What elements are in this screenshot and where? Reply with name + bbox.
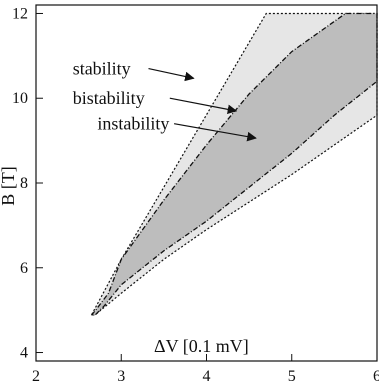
- annotation-arrow-stability: [148, 68, 195, 82]
- annotation-label-instability: instability: [97, 114, 169, 134]
- instability-region: [89, 12, 378, 317]
- y-ticks: 4 6 8 10 12: [12, 5, 43, 362]
- x-tick-label: 2: [32, 368, 40, 385]
- annotation-label-bistability: bistability: [73, 88, 145, 108]
- annotation-arrow-bistability: [169, 97, 238, 115]
- x-ticks: 2 3 4 5 6: [32, 354, 379, 385]
- y-axis-label: B [T]: [0, 166, 18, 206]
- annotation-label-stability: stability: [73, 59, 131, 79]
- y-tick-label: 8: [20, 175, 28, 192]
- x-tick-label: 4: [203, 368, 211, 385]
- plot-area: [89, 12, 378, 317]
- y-tick-label: 12: [12, 5, 28, 22]
- x-tick-label: 3: [117, 368, 125, 385]
- annotation-arrow-instability: [173, 123, 257, 142]
- x-tick-label: 6: [373, 368, 379, 385]
- y-tick-label: 4: [20, 345, 28, 362]
- axes: 2 3 4 5 6 4 6 8 10 12: [12, 4, 379, 385]
- y-tick-label: 10: [12, 90, 28, 107]
- y-tick-label: 6: [20, 260, 28, 277]
- x-tick-label: 5: [288, 368, 296, 385]
- x-axis-label: ΔV [0.1 mV]: [154, 336, 249, 356]
- annotations: stability bistability instability: [73, 59, 257, 142]
